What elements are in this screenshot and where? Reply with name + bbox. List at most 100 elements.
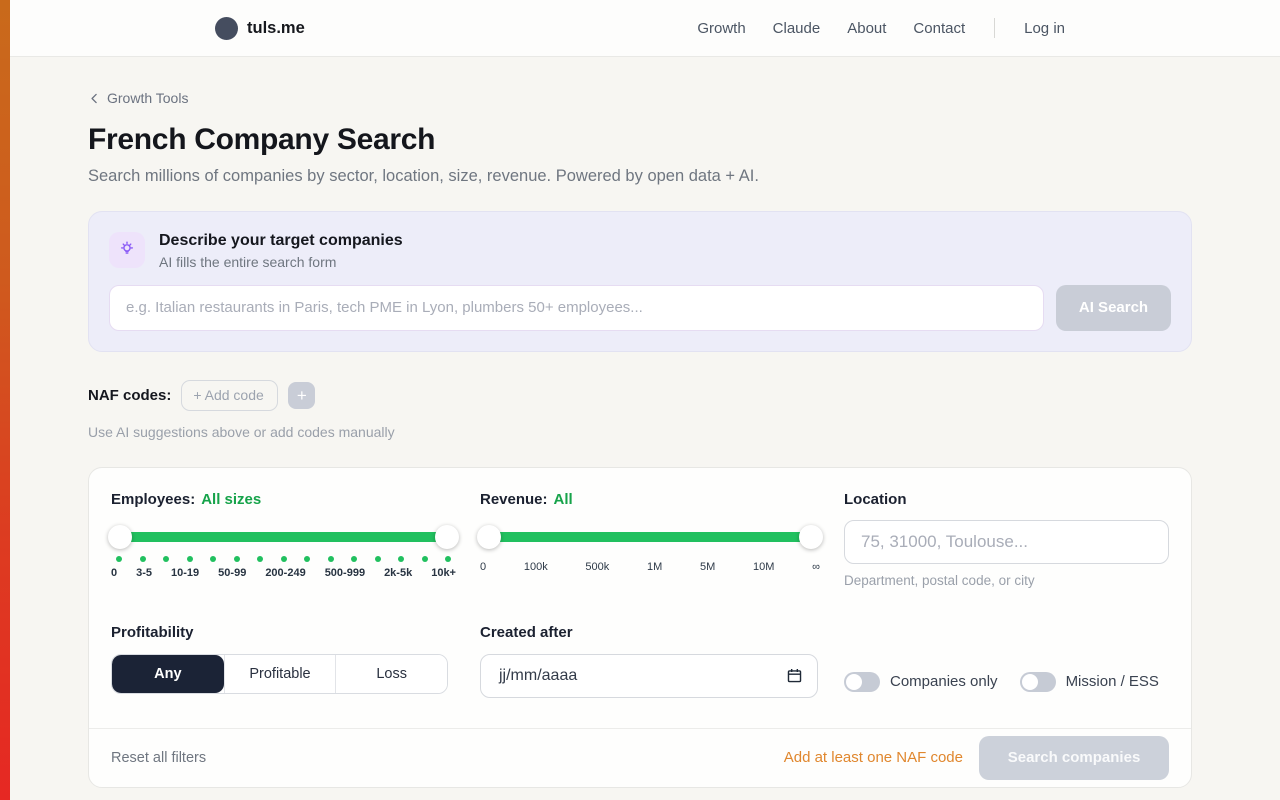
- revenue-value: All: [553, 490, 573, 508]
- slider-dot: [210, 555, 216, 562]
- ai-search-button[interactable]: AI Search: [1056, 284, 1171, 331]
- naf-add-code-input[interactable]: [181, 379, 279, 411]
- companies-only-toggle[interactable]: Companies only: [844, 671, 998, 692]
- tick-label: 10M: [753, 560, 775, 573]
- tick-label: 5M: [700, 560, 716, 573]
- slider-dot: [374, 555, 381, 562]
- employees-ticks: 0 3-5 10-19 50-99 200-249 500-999 2k-5k …: [111, 567, 456, 579]
- slider-dot: [398, 555, 404, 562]
- employees-label: Employees:: [111, 490, 196, 508]
- slider-dot: [163, 555, 169, 562]
- nav-item-claude[interactable]: Claude: [772, 19, 821, 37]
- toggle-switch-icon[interactable]: [1019, 671, 1056, 692]
- nav-item-growth[interactable]: Growth: [697, 19, 746, 37]
- created-after-label: Created after: [480, 623, 573, 641]
- revenue-range-slider[interactable]: [477, 524, 823, 549]
- employees-dots: [111, 555, 456, 562]
- tick-label: 50-99: [218, 566, 247, 579]
- location-helper-text: Department, postal code, or city: [844, 572, 1035, 588]
- reset-filters-link[interactable]: Reset all filters: [111, 749, 207, 766]
- page-subtitle: Search millions of companies by sector, …: [88, 166, 759, 185]
- mission-ess-toggle[interactable]: Mission / ESS: [1019, 671, 1159, 692]
- revenue-slider-handle-max[interactable]: [799, 524, 823, 549]
- filters-row-1: Employees: All sizes 0 3-5 10-19 50-99 2…: [108, 490, 1169, 588]
- ai-search-panel: Describe your target companies AI fills …: [88, 210, 1192, 352]
- ai-subtitle: AI fills the entire search form: [159, 253, 337, 270]
- slider-dot: [233, 555, 240, 562]
- filters-row-2: Profitability Any Profitable Loss Create…: [111, 624, 1169, 698]
- ai-heading-text: Describe your target companies AI fills …: [159, 232, 403, 270]
- employees-range-slider[interactable]: [108, 524, 459, 549]
- created-after-filter: Created after jj/mm/aaaa: [480, 624, 820, 698]
- employees-slider-handle-min[interactable]: [108, 524, 132, 549]
- created-after-date-input[interactable]: jj/mm/aaaa: [480, 653, 818, 698]
- brand[interactable]: tuls.me: [215, 16, 305, 40]
- profitability-segmented-control: Any Profitable Loss: [111, 653, 448, 694]
- tick-label: 2k-5k: [384, 566, 413, 579]
- slider-dot: [186, 555, 193, 562]
- main-content: Growth Tools French Company Search Searc…: [88, 57, 1192, 788]
- brand-name: tuls.me: [247, 18, 305, 37]
- toggle-knob: [846, 673, 862, 690]
- ai-search-input[interactable]: [109, 284, 1044, 331]
- left-accent-strip: [0, 0, 10, 800]
- date-value: jj/mm/aaaa: [499, 666, 578, 684]
- filters-footer: Reset all filters Add at least one NAF c…: [89, 727, 1191, 787]
- top-header: tuls.me Growth Claude About Contact Log …: [0, 0, 1280, 57]
- location-filter: Location Department, postal code, or cit…: [844, 491, 1169, 588]
- employees-slider-track: [113, 531, 454, 542]
- slider-dot: [116, 555, 122, 562]
- naf-helper-text: Use AI suggestions above or add codes ma…: [88, 423, 395, 440]
- revenue-filter: Revenue: All 0 100k 500k 1M 5M 10M ∞: [477, 490, 823, 588]
- tick-label: 100k: [523, 560, 548, 573]
- revenue-slider-handle-min[interactable]: [477, 524, 501, 549]
- slider-dot: [421, 555, 428, 562]
- nav-item-contact[interactable]: Contact: [913, 19, 966, 37]
- slider-dot: [327, 555, 334, 562]
- calendar-icon[interactable]: [786, 667, 803, 684]
- main-nav: Growth Claude About Contact Log in: [697, 18, 1065, 38]
- nav-divider: [994, 18, 996, 38]
- toggle-filters: Companies only Mission / ESS: [844, 666, 1169, 698]
- naf-codes-label: NAF codes:: [88, 386, 172, 404]
- toggle-switch-icon[interactable]: [844, 671, 880, 692]
- profitability-filter: Profitability Any Profitable Loss: [111, 624, 456, 698]
- profitability-option-loss[interactable]: Loss: [335, 654, 447, 693]
- slider-dot: [257, 555, 263, 562]
- infinity-icon: ∞: [812, 560, 820, 573]
- tick-label: 1M: [647, 560, 663, 573]
- lightbulb-icon: [109, 231, 145, 268]
- revenue-slider-track: [482, 531, 818, 542]
- revenue-label: Revenue:: [480, 490, 548, 508]
- breadcrumb-label: Growth Tools: [107, 90, 189, 106]
- mission-ess-label: Mission / ESS: [1065, 673, 1159, 690]
- filters-panel: Employees: All sizes 0 3-5 10-19 50-99 2…: [88, 466, 1192, 788]
- profitability-option-profitable[interactable]: Profitable: [223, 654, 336, 693]
- employees-value: All sizes: [201, 490, 262, 508]
- add-naf-code-button[interactable]: +: [288, 381, 316, 409]
- breadcrumb[interactable]: Growth Tools: [88, 90, 188, 106]
- slider-dot: [304, 555, 310, 562]
- tick-label: 10k+: [431, 566, 456, 579]
- companies-only-label: Companies only: [890, 673, 998, 690]
- toggle-knob: [1021, 673, 1038, 690]
- employees-slider-handle-max[interactable]: [435, 524, 459, 549]
- slider-dot: [280, 555, 287, 562]
- page-title: French Company Search: [88, 122, 436, 156]
- nav-item-about[interactable]: About: [847, 19, 887, 37]
- slider-dot: [139, 555, 146, 562]
- logo-icon: [215, 16, 238, 40]
- location-input[interactable]: [844, 519, 1169, 564]
- tick-label: 3-5: [136, 566, 153, 579]
- tick-label: 0: [111, 566, 118, 579]
- revenue-ticks: 0 100k 500k 1M 5M 10M ∞: [480, 561, 820, 573]
- login-link[interactable]: Log in: [1024, 19, 1065, 37]
- naf-warning-text: Add at least one NAF code: [783, 749, 963, 766]
- tick-label: 200-249: [265, 566, 306, 579]
- search-companies-button[interactable]: Search companies: [979, 735, 1169, 780]
- tick-label: 500k: [585, 560, 610, 573]
- slider-dot: [445, 555, 451, 562]
- tick-label: 0: [480, 560, 487, 573]
- tick-label: 500-999: [324, 566, 366, 579]
- profitability-option-any[interactable]: Any: [112, 654, 224, 693]
